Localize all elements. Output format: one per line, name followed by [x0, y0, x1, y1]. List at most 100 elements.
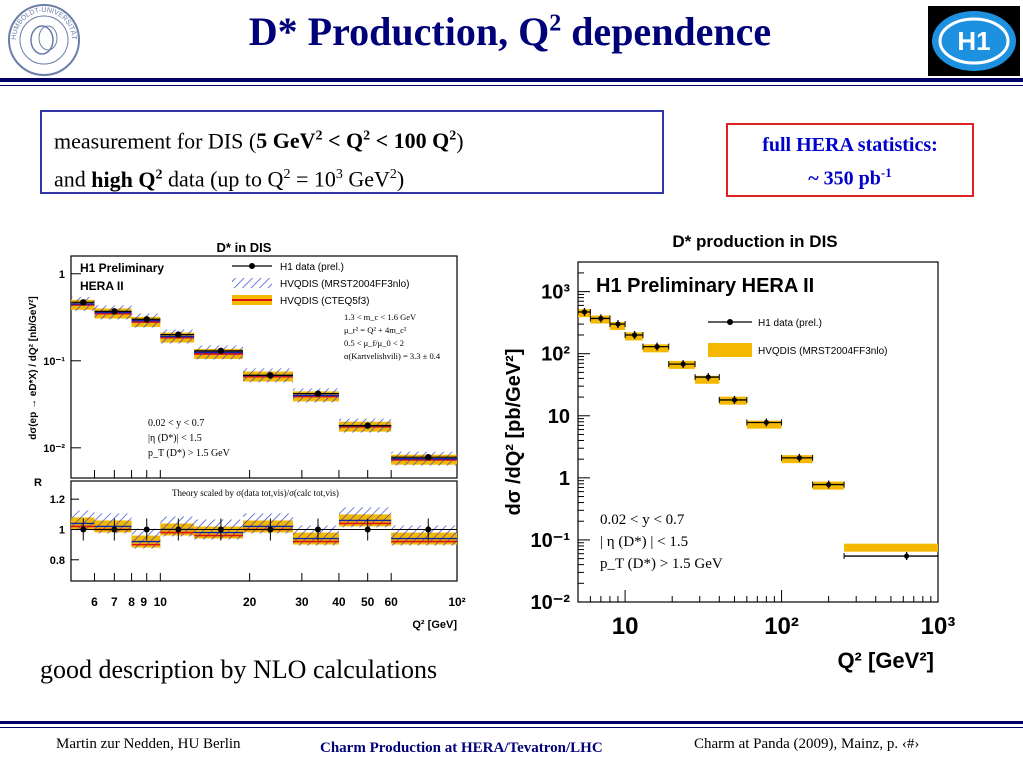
ratio-data-point: [80, 526, 87, 533]
svg-text:HUMBOLDT-UNIVERSITÄT ZU BERLIN: HUMBOLDT-UNIVERSITÄT ZU BERLIN: [6, 2, 78, 41]
data-point: [143, 316, 150, 323]
svg-text:H1: H1: [957, 26, 990, 56]
data-point: [175, 331, 182, 338]
data-point: [581, 309, 588, 315]
chart-left-param-1: μ_r² = Q² + 4m_c²: [344, 325, 407, 335]
y-tick-label: 1: [59, 269, 65, 281]
chart-left-legend: H1 data (prel.) HVQDIS (MRST2004FF3nlo) …: [232, 262, 409, 307]
data-point: [364, 422, 371, 429]
chart-right-cuts: 0.02 < y < 0.7 | η (D*) | < 1.5 p_T (D*)…: [600, 512, 723, 572]
data-point: [705, 374, 711, 380]
x-tick-label: 10³: [921, 613, 956, 640]
measurement-line-2: and high Q2 data (up to Q2 = 103 GeV2): [54, 166, 405, 192]
data-point: [111, 308, 118, 315]
data-point: [763, 419, 769, 426]
data-point: [826, 481, 832, 488]
data-point: [598, 315, 604, 322]
y-tick-label: 10⁻²: [43, 443, 65, 455]
x-tick-label: 8: [128, 595, 135, 609]
ratio-data-point: [425, 526, 432, 533]
chart-right-dis-q2-hera2: D* production in DIS 10³ 10² 10 1 10⁻¹ 10⁻² 10…: [503, 232, 956, 673]
statistics-box: full HERA statistics: ~ 350 pb-1: [726, 123, 974, 197]
slide-title: D* Production, Q2 dependence: [248, 9, 772, 54]
chart-right-legend-mrst: HVQDIS (MRST2004FF3nlo): [758, 346, 887, 357]
theory-band: [746, 420, 782, 429]
x-tick-label: 10²: [448, 595, 465, 609]
data-point: [731, 397, 738, 403]
chart-right-legend: H1 data (prel.) HVQDIS (MRST2004FF3nlo): [708, 318, 887, 357]
ratio-data-point: [364, 526, 371, 533]
statistics-line-2: ~ 350 pb-1: [808, 165, 892, 190]
ratio-mrst-band: [338, 507, 392, 528]
chart-left-legend-cteq: HVQDIS (CTEQ5f3): [280, 296, 369, 307]
university-seal-logo: HUMBOLDT-UNIVERSITÄT ZU BERLIN: [6, 2, 80, 76]
ratio-mrst-band: [292, 525, 339, 546]
ratio-data-point: [217, 526, 224, 533]
chart-left-ratio-note: Theory scaled by σ(data tot,vis)/σ(calc …: [172, 488, 339, 498]
data-point: [654, 344, 660, 350]
chart-left-ratio-ylabel: R: [34, 477, 42, 489]
x-tick-label: 50: [361, 595, 375, 609]
ratio-mrst-band: [71, 510, 95, 531]
x-tick-label: 30: [295, 595, 309, 609]
measurement-line-1: measurement for DIS (5 GeV2 < Q2 < 100 Q…: [54, 128, 464, 154]
data-point: [267, 372, 274, 379]
chart-left-dis-q2: D* in DIS 1 10⁻¹ 10⁻² 1.2 1 0.8 6 7 8 9 10 20 30 40 50…: [28, 240, 466, 631]
y-tick-label: 10⁻¹: [43, 356, 65, 368]
x-tick-label: 20: [243, 595, 257, 609]
x-tick-label: 9: [140, 595, 147, 609]
chart-left-cut-1: |η (D*)| < 1.5: [148, 433, 202, 444]
chart-right-frame: [577, 261, 939, 603]
theory-band: [695, 375, 720, 384]
data-point: [615, 321, 621, 327]
x-tick-label: 10: [154, 595, 168, 609]
footer-venue: Charm at Panda (2009), Mainz, p. ‹#›: [694, 736, 920, 752]
chart-right-legend-data: H1 data (prel.): [758, 318, 822, 329]
header-rule-thin: [0, 85, 1023, 86]
chart-left-param-2: 0.5 < μ_f/μ_0 < 2: [344, 338, 404, 348]
chart-right-xlabel: Q² [GeV²]: [837, 648, 934, 673]
bottom-note: good description by NLO calculations: [40, 655, 438, 684]
ratio-data-point: [175, 526, 182, 533]
ratio-y-tick-label: 1.2: [50, 494, 65, 506]
chart-right-h1-label: H1 Preliminary HERA II: [596, 275, 814, 297]
data-point: [80, 299, 87, 306]
statistics-line-1: full HERA statistics:: [762, 134, 938, 156]
x-tick-label: 10²: [764, 613, 799, 640]
chart-left-cut-2: p_T (D*) > 1.5 GeV: [148, 448, 231, 459]
data-point: [314, 390, 322, 397]
ratio-data-point: [111, 526, 118, 533]
measurement-box: measurement for DIS (5 GeV2 < Q2 < 100 Q…: [40, 110, 664, 194]
chart-left-legend-data: H1 data (prel.): [280, 262, 344, 273]
chart-right-title: D* production in DIS: [672, 232, 837, 251]
chart-left-ylabel: dσ(ep → eD*X) / dQ² [nb/GeV²]: [28, 296, 39, 440]
chart-left-param-3: α(Kartvelishvili) = 3.3 ± 0.4: [344, 351, 441, 361]
footer-rule: [0, 721, 1023, 724]
footer-talk-title: Charm Production at HERA/Tevatron/LHC: [320, 740, 603, 756]
x-tick-label: 6: [91, 595, 98, 609]
ratio-y-tick-label: 1: [59, 524, 65, 536]
header-rule: [0, 78, 1023, 82]
chart-left-main-frame: [70, 255, 458, 479]
ratio-data-point: [314, 526, 321, 533]
ratio-mrst-band: [94, 513, 132, 534]
chart-left-cut-0: 0.02 < y < 0.7: [148, 418, 204, 429]
data-point: [796, 455, 802, 461]
y-tick-label: 10³: [541, 282, 570, 304]
footer-rule-thin: [0, 727, 1023, 728]
data-point: [631, 332, 638, 338]
chart-left-param-0: 1.3 < m_c < 1.6 GeV: [344, 312, 417, 322]
ratio-mrst-band: [131, 528, 161, 549]
theory-band: [844, 543, 938, 552]
chart-left-legend-mrst: HVQDIS (MRST2004FF3nlo): [280, 279, 409, 290]
y-tick-label: 1: [559, 468, 570, 490]
data-point: [217, 347, 225, 355]
ratio-y-tick-label: 0.8: [50, 555, 65, 567]
data-point: [680, 361, 686, 367]
chart-left-cuts: 0.02 < y < 0.7 |η (D*)| < 1.5 p_T (D*) >…: [148, 418, 231, 459]
ratio-data-point: [143, 526, 150, 533]
y-tick-label: 10: [548, 406, 570, 428]
chart-right-cut-1: | η (D*) | < 1.5: [600, 534, 688, 550]
y-tick-label: 10⁻²: [531, 592, 571, 614]
ratio-mrst-band: [243, 513, 293, 534]
